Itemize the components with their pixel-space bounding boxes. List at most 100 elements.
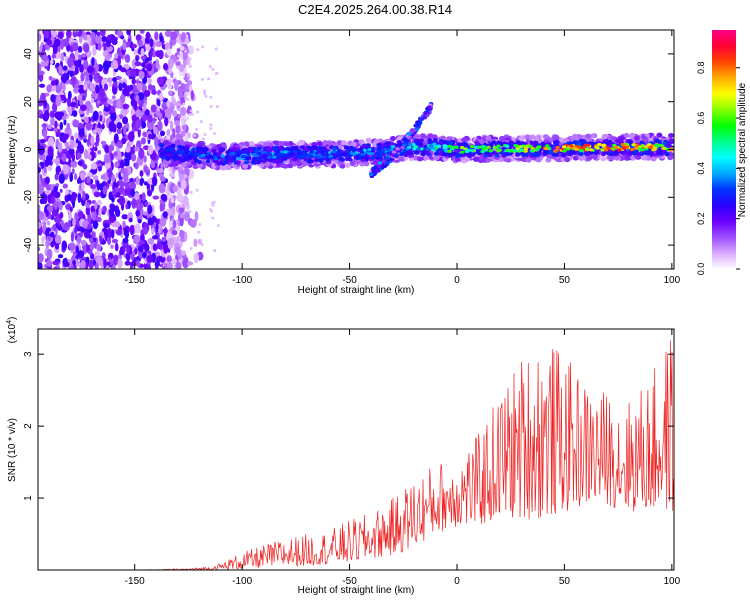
band-point: [434, 151, 440, 156]
noise-point: [80, 72, 85, 82]
band-point: [184, 150, 190, 154]
noise-point: [184, 37, 190, 45]
noise-point: [134, 61, 142, 67]
noise-point: [78, 54, 82, 60]
noise-point: [135, 175, 140, 186]
noise-point: [44, 190, 51, 195]
noise-point: [174, 80, 179, 92]
noise-point: [103, 223, 110, 229]
band-point: [470, 149, 476, 153]
noise-point: [55, 62, 60, 67]
noise-point: [54, 243, 60, 250]
noise-point: [134, 247, 138, 255]
band-point: [327, 140, 334, 146]
band-point: [662, 146, 667, 150]
branch-point: [368, 172, 374, 176]
band-point: [273, 146, 279, 151]
branch-point: [407, 136, 412, 140]
x-tick-label: -150: [125, 275, 145, 286]
noise-point: [130, 252, 135, 261]
band-point: [504, 148, 509, 153]
noise-point: [110, 229, 115, 239]
band-point: [497, 140, 503, 145]
noise-point: [50, 194, 54, 204]
noise-point: [114, 161, 120, 168]
band-point: [298, 140, 305, 146]
band-point: [448, 140, 454, 145]
band-point: [277, 141, 284, 147]
noise-point: [119, 249, 123, 256]
noise-point: [211, 216, 215, 220]
x-tick-label: 50: [559, 576, 571, 587]
noise-point: [105, 54, 111, 61]
noise-point: [156, 168, 164, 174]
noise-point: [54, 173, 59, 181]
noise-point: [68, 107, 73, 116]
noise-point: [160, 109, 165, 114]
band-point: [350, 141, 357, 147]
noise-point: [49, 59, 54, 65]
noise-point: [156, 241, 163, 250]
noise-point: [66, 122, 71, 131]
band-point: [386, 149, 392, 153]
noise-point: [117, 258, 123, 269]
band-point: [235, 160, 241, 165]
band-point: [629, 132, 636, 138]
band-point: [283, 141, 290, 147]
noise-point: [54, 120, 58, 129]
noise-point: [165, 108, 172, 119]
noise-point: [156, 120, 163, 132]
noise-point: [143, 90, 151, 98]
band-point: [176, 155, 182, 160]
band-point: [522, 152, 528, 157]
band-point: [389, 136, 396, 142]
noise-point: [97, 42, 102, 51]
noise-point: [149, 38, 154, 48]
band-point: [192, 164, 199, 170]
noise-point: [184, 116, 190, 121]
noise-point: [95, 35, 102, 45]
branch-point: [384, 156, 390, 161]
branch-point: [389, 157, 395, 161]
band-point: [339, 163, 346, 169]
band-point: [595, 146, 600, 150]
band-point: [626, 150, 632, 155]
noise-point: [178, 206, 185, 214]
band-point: [220, 147, 226, 152]
noise-point: [163, 62, 169, 71]
band-point: [523, 147, 528, 151]
noise-point: [176, 193, 184, 202]
noise-point: [174, 120, 180, 126]
noise-point: [135, 34, 142, 42]
band-point: [578, 155, 585, 161]
noise-point: [171, 230, 178, 236]
band-point: [641, 155, 648, 161]
noise-point: [128, 153, 132, 161]
x-tick-label: 50: [559, 275, 571, 286]
band-point: [513, 149, 518, 153]
band-point: [439, 148, 445, 153]
noise-point: [96, 180, 100, 191]
noise-point: [65, 194, 73, 202]
noise-point: [140, 55, 147, 60]
noise-point: [122, 237, 129, 244]
noise-point: [177, 240, 181, 244]
noise-point: [187, 261, 194, 266]
noise-point: [124, 229, 130, 239]
noise-point: [101, 36, 108, 42]
noise-point: [155, 50, 162, 58]
band-point: [170, 152, 175, 156]
band-point: [174, 139, 181, 145]
band-point: [228, 152, 234, 156]
noise-point: [122, 124, 127, 136]
noise-point: [162, 211, 168, 219]
noise-point: [156, 76, 164, 85]
x-tick-label: -50: [342, 576, 357, 587]
noise-point: [55, 157, 60, 167]
noise-point: [172, 98, 177, 105]
band-point: [205, 159, 211, 164]
noise-point: [134, 223, 141, 234]
band-point: [529, 134, 536, 140]
noise-point: [106, 99, 114, 105]
band-point: [345, 149, 351, 154]
